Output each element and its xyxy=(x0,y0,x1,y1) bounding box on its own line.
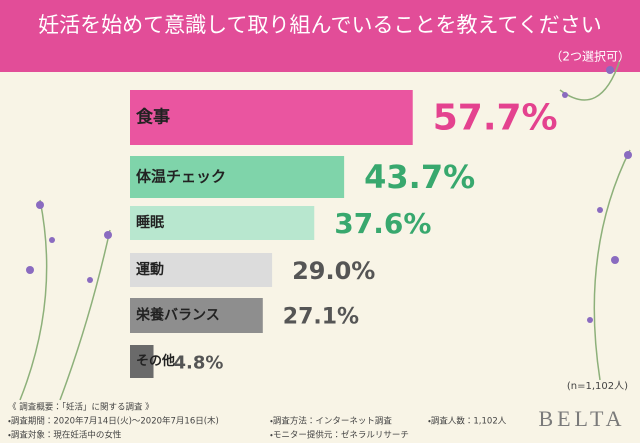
brand-logo: BELTA xyxy=(538,406,625,431)
bar xyxy=(130,206,315,240)
bar xyxy=(130,90,413,145)
bar xyxy=(130,253,273,287)
value-label: 29.0% xyxy=(292,257,375,285)
category-label: 体温チェック xyxy=(136,168,226,186)
sample-note: (n=1,102人) xyxy=(567,381,628,392)
survey-item: ・モニター提供元：ゼネラルリサーチ xyxy=(270,430,409,441)
category-label: 運動 xyxy=(136,261,164,278)
value-label: 43.7% xyxy=(364,158,475,196)
category-label: 食事 xyxy=(136,107,170,128)
value-label: 4.8% xyxy=(174,353,224,374)
bar xyxy=(130,298,263,333)
decoration-flowers xyxy=(26,66,632,323)
bar xyxy=(130,345,154,378)
category-label: 栄養バランス xyxy=(135,307,220,324)
value-label: 57.7% xyxy=(433,98,558,139)
chart-title: 妊活を始めて意識して取り組んでいることを教えてください xyxy=(38,13,602,37)
survey-item: ・調査対象：現在妊活中の女性 xyxy=(8,430,122,441)
title-band xyxy=(0,0,640,72)
category-label: 睡眠 xyxy=(136,214,165,231)
survey-heading: 《 調査概要：「妊活」に関する調査 》 xyxy=(8,402,154,413)
survey-item: ・調査期間：2020年7月14日(火)～2020年7月16日(木) xyxy=(8,416,219,427)
category-label: その他 xyxy=(136,353,175,369)
survey-item: ・調査人数：1,102人 xyxy=(428,416,507,427)
value-label: 37.6% xyxy=(334,207,431,240)
bar xyxy=(130,156,345,198)
survey-item: ・調査方法：インターネット調査 xyxy=(270,416,392,427)
value-label: 27.1% xyxy=(283,305,359,330)
chart-subtitle: （2つ選択可） xyxy=(550,50,630,64)
